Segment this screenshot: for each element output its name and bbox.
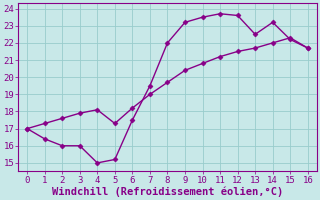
X-axis label: Windchill (Refroidissement éolien,°C): Windchill (Refroidissement éolien,°C): [52, 186, 283, 197]
